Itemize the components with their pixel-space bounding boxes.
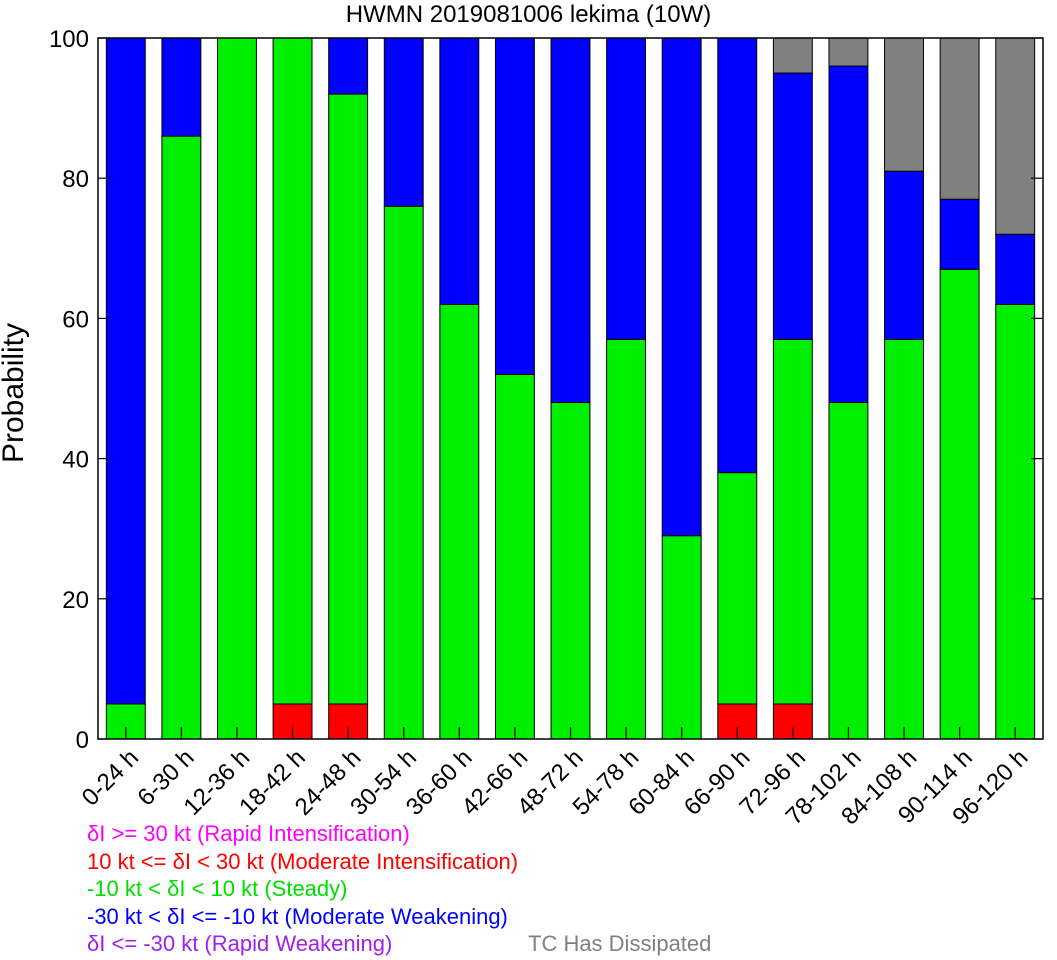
y-tick-label-60: 60 bbox=[62, 306, 89, 333]
bar-tc-has-dissipated-16 bbox=[995, 37, 1036, 235]
bar-steady-16 bbox=[995, 303, 1036, 740]
bar-steady-6 bbox=[439, 303, 480, 740]
bar-steady-1 bbox=[161, 135, 202, 740]
bar-steady-14 bbox=[884, 338, 924, 740]
bar-steady-12 bbox=[772, 338, 813, 705]
y-tick-label-0: 0 bbox=[76, 727, 89, 754]
bar-steady-7 bbox=[494, 373, 535, 740]
bar-moderate-weakening-14 bbox=[884, 170, 924, 340]
bar-moderate-weakening-5 bbox=[383, 37, 424, 207]
bar-moderate-weakening-11 bbox=[717, 37, 758, 474]
bar-moderate-weakening-0 bbox=[105, 37, 146, 705]
bar-steady-11 bbox=[717, 472, 758, 705]
bar-moderate-weakening-10 bbox=[661, 37, 702, 537]
y-tick-label-80: 80 bbox=[62, 166, 89, 193]
bar-moderate-weakening-4 bbox=[328, 37, 369, 95]
bar-moderate-weakening-13 bbox=[828, 65, 869, 404]
y-tick-label-100: 100 bbox=[49, 26, 89, 53]
bar-steady-13 bbox=[828, 402, 869, 740]
legend-entry-dissipated: TC Has Dissipated bbox=[528, 931, 712, 956]
bar-tc-has-dissipated-14 bbox=[884, 37, 924, 172]
bar-moderate-weakening-9 bbox=[606, 37, 647, 340]
bar-steady-5 bbox=[383, 205, 424, 740]
bar-moderate-weakening-15 bbox=[939, 198, 980, 270]
bar-steady-2 bbox=[217, 37, 257, 740]
legend-entry-moderate-intensification: 10 kt <= δI < 30 kt (Moderate Intensific… bbox=[87, 848, 519, 874]
bar-moderate-weakening-7 bbox=[494, 37, 535, 375]
y-tick-label-20: 20 bbox=[62, 587, 89, 614]
bar-moderate-weakening-1 bbox=[161, 37, 202, 137]
bar-steady-9 bbox=[606, 338, 647, 740]
bar-moderate-weakening-6 bbox=[439, 37, 480, 305]
bar-moderate-weakening-8 bbox=[550, 37, 591, 404]
legend-entry-steady: -10 kt < δI < 10 kt (Steady) bbox=[87, 876, 348, 901]
bar-steady-10 bbox=[661, 535, 702, 740]
bar-steady-4 bbox=[328, 93, 369, 705]
bar-steady-8 bbox=[550, 402, 591, 740]
y-tick-label-40: 40 bbox=[62, 447, 89, 474]
bar-steady-15 bbox=[939, 268, 980, 740]
legend-entry-rapid-intensification: δI >= 30 kt (Rapid Intensification) bbox=[87, 821, 410, 846]
bar-tc-has-dissipated-13 bbox=[828, 37, 869, 67]
legend: δI >= 30 kt (Rapid Intensification) 10 k… bbox=[87, 820, 711, 958]
bar-tc-has-dissipated-12 bbox=[772, 37, 813, 74]
bar-tc-has-dissipated-15 bbox=[939, 37, 980, 200]
x-tick-label-0: 0-24 h bbox=[77, 744, 144, 811]
bar-steady-3 bbox=[272, 37, 313, 705]
bar-moderate-weakening-16 bbox=[995, 233, 1036, 305]
legend-entry-rapid-weakening: δI <= -30 kt (Rapid Weakening) bbox=[87, 931, 393, 956]
bar-moderate-weakening-12 bbox=[772, 72, 813, 340]
chart-title: HWMN 2019081006 lekima (10W) bbox=[345, 1, 712, 28]
legend-entry-moderate-weakening: -30 kt < δI <= -10 kt (Moderate Weakenin… bbox=[87, 903, 508, 929]
